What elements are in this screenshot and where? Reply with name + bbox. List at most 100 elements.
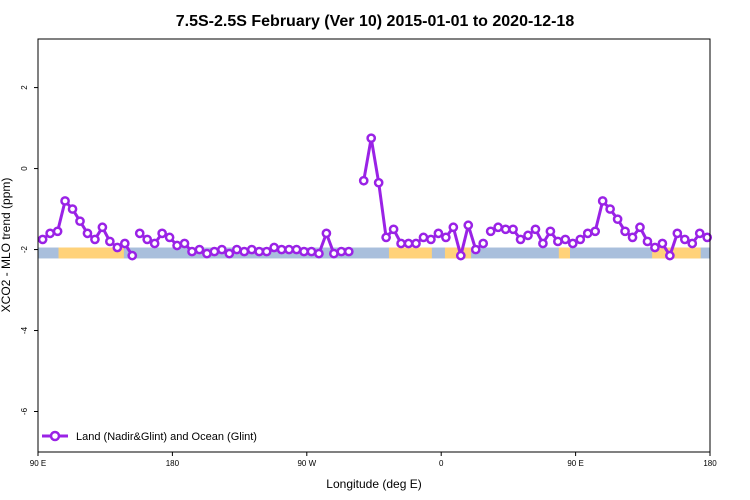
y-axis-label: XCO2 - MLO trend (ppm): [0, 178, 13, 313]
data-point: [627, 232, 638, 243]
data-point: [403, 238, 414, 249]
data-point: [635, 222, 645, 233]
data-point: [67, 204, 78, 214]
x-tick-label: 90 E: [567, 459, 583, 468]
data-point: [134, 228, 145, 239]
data-point: [672, 228, 683, 239]
land-segment: [388, 247, 432, 259]
data-point: [463, 220, 474, 231]
data-point: [343, 246, 354, 257]
data-point: [37, 234, 48, 245]
data-point: [366, 133, 377, 144]
data-point: [224, 248, 235, 259]
chart-title: 7.5S-2.5S February (Ver 10) 2015-01-01 t…: [176, 13, 575, 30]
land-segment: [558, 247, 570, 259]
data-point: [575, 234, 586, 245]
data-point: [478, 238, 489, 249]
data-point: [500, 224, 511, 235]
x-tick-label: 90 E: [30, 459, 46, 468]
data-point: [179, 238, 190, 249]
ocean-strip: [38, 247, 710, 259]
data-point: [149, 238, 160, 249]
data-point: [388, 224, 399, 235]
data-point: [172, 240, 182, 251]
data-point: [358, 175, 369, 186]
axes: 90 E 180 90 W 0 90 E 180 -6 -4 -2 0 2: [20, 85, 717, 468]
data-point: [75, 216, 85, 227]
data-point: [515, 234, 526, 245]
data-point: [45, 228, 55, 239]
data-point: [381, 232, 391, 243]
surface-strip: [38, 247, 710, 259]
legend: Land (Nadir&Glint) and Ocean (Glint): [42, 430, 257, 443]
data-point: [642, 236, 653, 247]
land-segment: [652, 247, 701, 259]
data-point: [373, 177, 384, 188]
data-point: [508, 224, 518, 235]
x-tick-label: 180: [166, 459, 180, 468]
data-point: [142, 234, 153, 245]
x-tick-label: 0: [439, 459, 444, 468]
data-point: [97, 222, 108, 233]
data-point: [306, 246, 317, 257]
legend-marker: [49, 430, 61, 442]
data-point: [650, 242, 660, 253]
data-point: [455, 250, 466, 261]
data-point: [336, 246, 347, 257]
data-point: [553, 236, 563, 247]
data-point: [314, 248, 324, 259]
data-point: [426, 234, 436, 245]
data-point: [597, 196, 608, 206]
y-tick-label: -4: [20, 326, 29, 334]
data-point: [582, 228, 593, 239]
data-point: [187, 246, 197, 257]
y-tick-label: 0: [20, 166, 29, 171]
data-point: [90, 234, 100, 245]
data-point: [694, 228, 705, 239]
legend-label: Land (Nadir&Glint) and Ocean (Glint): [76, 431, 257, 443]
data-point: [261, 246, 272, 257]
data-point: [60, 196, 70, 206]
data-point: [112, 242, 123, 253]
y-tick-label: -2: [20, 245, 29, 253]
data-point: [679, 234, 690, 245]
data-point: [119, 238, 130, 249]
data-point: [157, 228, 167, 239]
data-point: [105, 236, 115, 247]
data-point: [239, 246, 250, 257]
data-point: [269, 242, 279, 253]
data-point: [411, 238, 421, 249]
x-axis-label: Longitude (deg E): [326, 477, 421, 491]
data-point: [612, 214, 623, 225]
data-point: [605, 204, 615, 214]
data-point: [665, 250, 675, 261]
data-point: [470, 244, 481, 255]
data-point: [164, 232, 175, 243]
data-point: [545, 226, 556, 237]
data-point: [299, 246, 309, 257]
data-point: [127, 250, 138, 261]
data-point: [657, 238, 668, 249]
data-point: [231, 244, 242, 255]
data-point: [284, 244, 294, 255]
data-point: [246, 244, 257, 255]
data-point: [523, 230, 533, 241]
y-tick-label: -6: [20, 407, 29, 415]
data-point: [567, 238, 578, 249]
series-layer: [37, 133, 713, 261]
data-point: [209, 246, 220, 257]
data-point: [530, 224, 541, 235]
data-point: [433, 228, 444, 239]
data-point: [254, 246, 265, 257]
data-point: [291, 244, 302, 255]
data-point: [329, 248, 339, 259]
data-point: [441, 232, 451, 243]
land-segment: [58, 247, 124, 259]
data-point: [396, 238, 406, 249]
data-point: [321, 228, 332, 239]
data-point: [702, 232, 713, 243]
data-point: [687, 238, 698, 249]
data-point: [538, 238, 548, 249]
data-point: [620, 226, 630, 237]
data-point: [276, 244, 287, 255]
